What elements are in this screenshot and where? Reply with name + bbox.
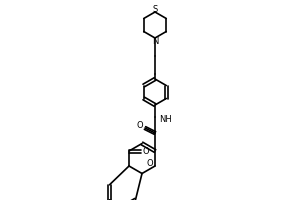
- Text: NH: NH: [159, 114, 172, 123]
- Text: O: O: [143, 146, 149, 156]
- Text: S: S: [152, 4, 158, 14]
- Text: O: O: [147, 160, 153, 168]
- Text: N: N: [152, 36, 158, 46]
- Text: O: O: [137, 121, 143, 130]
